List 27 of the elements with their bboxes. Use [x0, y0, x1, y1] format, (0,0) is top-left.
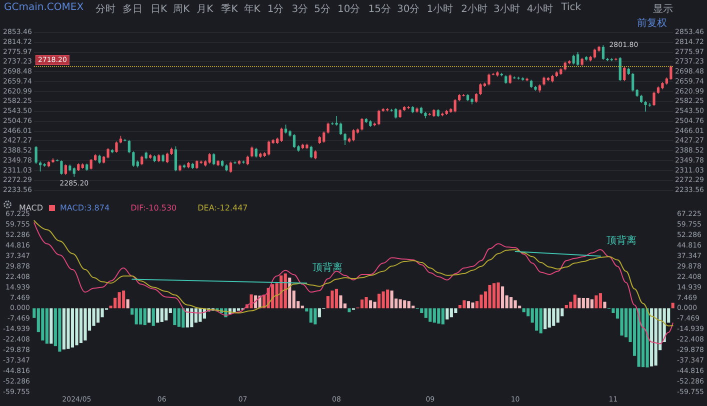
text: 分时	[96, 2, 116, 16]
text: 4小时	[526, 2, 554, 16]
legend-title: MACD	[19, 204, 43, 212]
text: 5分	[314, 3, 330, 16]
legend-label: MACD:3.874	[60, 204, 110, 212]
text: 前复权	[637, 16, 667, 30]
text: 显示	[653, 3, 673, 16]
text: 年K	[244, 3, 260, 16]
text: 日K	[150, 3, 168, 16]
series-label: 顶背离	[606, 234, 636, 247]
series-label: 顶背离	[312, 262, 343, 274]
text: 1分	[267, 3, 284, 16]
text: 30分	[396, 3, 420, 16]
text: 周K	[173, 3, 190, 16]
text: 1小时	[426, 2, 454, 16]
text: 多日	[122, 3, 143, 16]
text: 3分	[292, 3, 308, 16]
text: 3小时	[493, 2, 520, 16]
text: DEA:-12.447	[198, 204, 248, 212]
text: GCmain.COMEX	[4, 2, 84, 15]
text: 月K	[196, 3, 214, 16]
text: 15分	[368, 3, 391, 16]
text: 10分	[337, 3, 360, 16]
text: Tick	[561, 2, 582, 15]
text: 季K	[221, 2, 238, 16]
text: 2小时	[461, 2, 488, 16]
text: DIF:-10.530	[130, 204, 177, 212]
